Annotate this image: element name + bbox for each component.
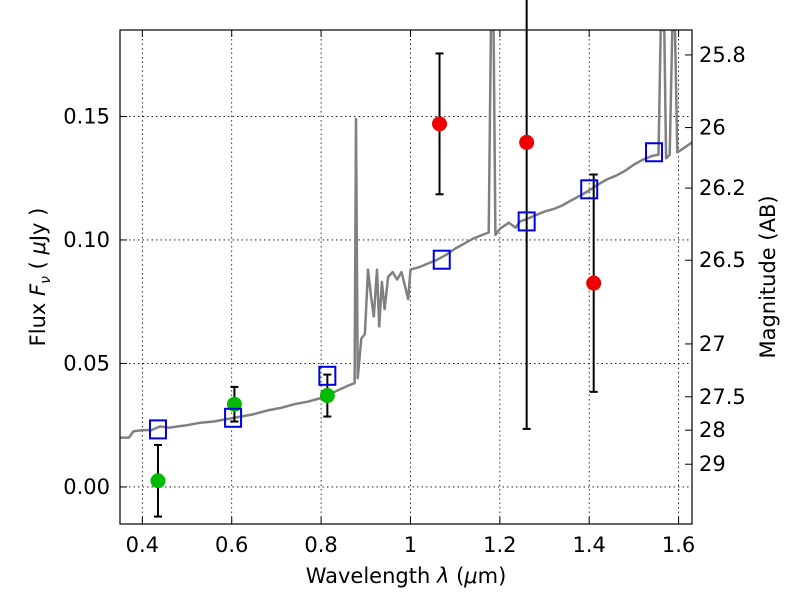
- model-photometry-marker: [580, 179, 599, 200]
- spectrum-line: [120, 30, 692, 439]
- right-tick-label: 26.2: [699, 176, 746, 200]
- x-tick-label: 1.6: [662, 533, 695, 557]
- x-tick-label: 1: [404, 533, 417, 557]
- model-photometry-marker: [318, 365, 337, 386]
- model-photometry-marker: [432, 249, 451, 270]
- x-tick-label: 0.6: [215, 533, 248, 557]
- y-axis-label: Flux Fν ( μJy ): [26, 208, 54, 347]
- right-axis-label: Magnitude (AB): [756, 195, 780, 358]
- x-tick-label: 0.8: [304, 533, 337, 557]
- right-tick-label: 27: [699, 332, 726, 356]
- x-tick-label: 0.4: [126, 533, 159, 557]
- x-axis-label: Wavelength λ (μm): [306, 564, 507, 588]
- nondetection-point: [586, 275, 602, 291]
- model-photometry-marker: [517, 211, 536, 232]
- y-tick-label: 0.15: [63, 104, 110, 128]
- nondetection-point: [519, 134, 535, 150]
- x-tick-label: 1.2: [483, 533, 516, 557]
- right-tick-label: 28: [699, 418, 726, 442]
- x-tick-label: 1.4: [573, 533, 606, 557]
- model-spectrum: [120, 30, 692, 439]
- nondetection-point: [432, 116, 448, 132]
- right-tick-label: 27.5: [699, 385, 746, 409]
- model-photometry-marker: [645, 142, 664, 163]
- y-tick-label: 0.05: [63, 351, 110, 375]
- detection-point: [150, 473, 166, 489]
- right-tick-label: 25.8: [699, 43, 746, 67]
- y-tick-label: 0.00: [63, 475, 110, 499]
- data-markers: [148, 116, 664, 489]
- grid: [120, 30, 692, 524]
- y-tick-label: 0.10: [63, 228, 110, 252]
- right-tick-label: 26: [699, 116, 726, 140]
- right-tick-label: 29: [699, 452, 726, 476]
- error-bars: [153, 0, 598, 518]
- right-tick-label: 26.5: [699, 248, 746, 272]
- plot-frame: [119, 29, 693, 525]
- model-photometry-marker: [224, 407, 243, 428]
- model-photometry-marker: [148, 419, 167, 440]
- axis-ticks: 0.4 0.6 0.8 1 1.2 1.4 1.6 0.00 0.05 0.10 0.15 25.8 2…: [63, 30, 746, 557]
- detection-point: [319, 388, 335, 404]
